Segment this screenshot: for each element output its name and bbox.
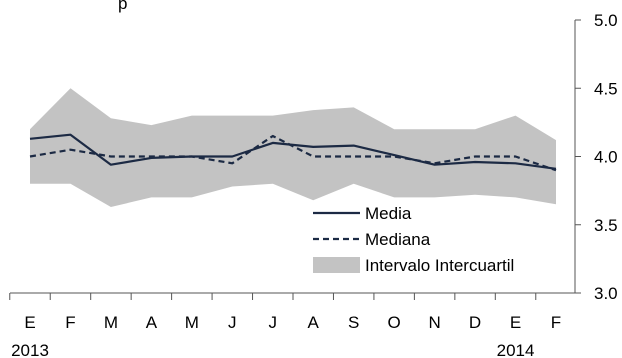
x-tick-label: E [24, 313, 35, 332]
x-tick-label: E [510, 313, 521, 332]
y-tick-label: 4.0 [594, 148, 618, 167]
x-tick-label: S [348, 313, 359, 332]
x-tick-label: F [551, 313, 561, 332]
x-tick-label: J [269, 313, 278, 332]
iqr-band-layer [30, 88, 556, 207]
y-tick-label: 3.0 [594, 284, 618, 303]
series-line-media [29, 133, 557, 170]
x-tick-label: M [185, 313, 199, 332]
y-tick-label: 3.5 [594, 216, 618, 235]
x-tick-label: A [308, 313, 320, 332]
legend-swatch [313, 257, 360, 273]
series-lines-layer [29, 133, 557, 172]
x-tick-label: J [228, 313, 237, 332]
x-tick-label: N [428, 313, 440, 332]
x-tick-label: O [388, 313, 401, 332]
x-tick-label: M [104, 313, 118, 332]
top-cut-text: p [118, 0, 127, 13]
legend-label: Intervalo Intercuartil [365, 256, 514, 275]
y-tick-label: 4.5 [594, 79, 618, 98]
x-tick-label: F [65, 313, 75, 332]
x-year-label: 2013 [11, 341, 49, 358]
legend: Media Mediana Intervalo Intercuartil [313, 204, 514, 275]
axes-layer: 3.0 3.5 4.0 4.5 5.0 E F M A M J J A S O N D E F 2013 2014 [9, 11, 618, 358]
x-tick-label: A [146, 313, 158, 332]
series-line-mediana [29, 134, 557, 172]
x-year-label: 2014 [497, 341, 535, 358]
y-tick-label: 5.0 [594, 11, 618, 30]
x-tick-label: D [469, 313, 481, 332]
iqr-band [30, 88, 556, 207]
legend-label: Mediana [365, 230, 431, 249]
legend-label: Media [365, 204, 412, 223]
